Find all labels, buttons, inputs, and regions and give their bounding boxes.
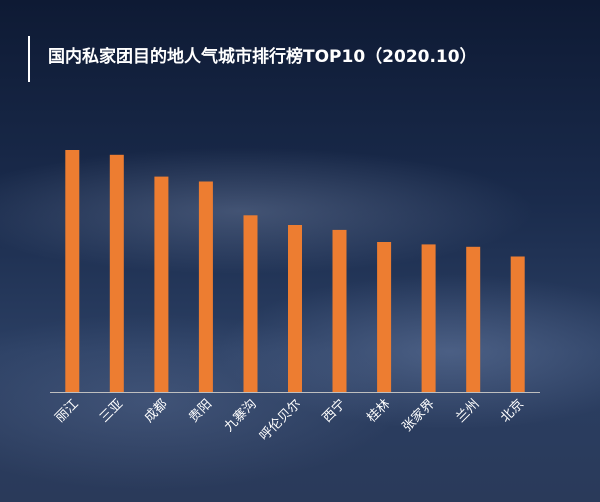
bar-1 (109, 154, 124, 392)
x-tick-label-4: 九寨沟 (221, 396, 260, 435)
title-accent-line (28, 36, 30, 82)
bar-6 (332, 229, 347, 392)
bar-5 (288, 225, 302, 392)
bar-4 (243, 215, 258, 392)
bar-2 (154, 176, 169, 392)
bar-9 (466, 246, 481, 392)
bar-0 (65, 150, 80, 392)
bar-10 (510, 256, 525, 392)
x-tick-label-0: 丽江 (53, 397, 82, 426)
x-tick-label-8: 张家界 (399, 396, 438, 435)
bar-7 (377, 242, 392, 392)
x-tick-label-9: 兰州 (454, 397, 483, 426)
x-tick-label-2: 成都 (142, 397, 171, 426)
chart-title: 国内私家团目的地人气城市排行榜TOP10（2020.10） (48, 47, 477, 67)
x-tick-label-6: 西宁 (319, 396, 349, 426)
x-tick-label-1: 三亚 (97, 397, 126, 426)
x-tick-label-3: 贵阳 (186, 397, 215, 426)
x-tick-label-7: 桂林 (364, 397, 393, 426)
bar-3 (198, 181, 213, 392)
x-tick-label-5: 呼伦贝尔 (257, 397, 304, 444)
bar-8 (421, 244, 436, 392)
x-tick-label-10: 北京 (498, 397, 527, 426)
